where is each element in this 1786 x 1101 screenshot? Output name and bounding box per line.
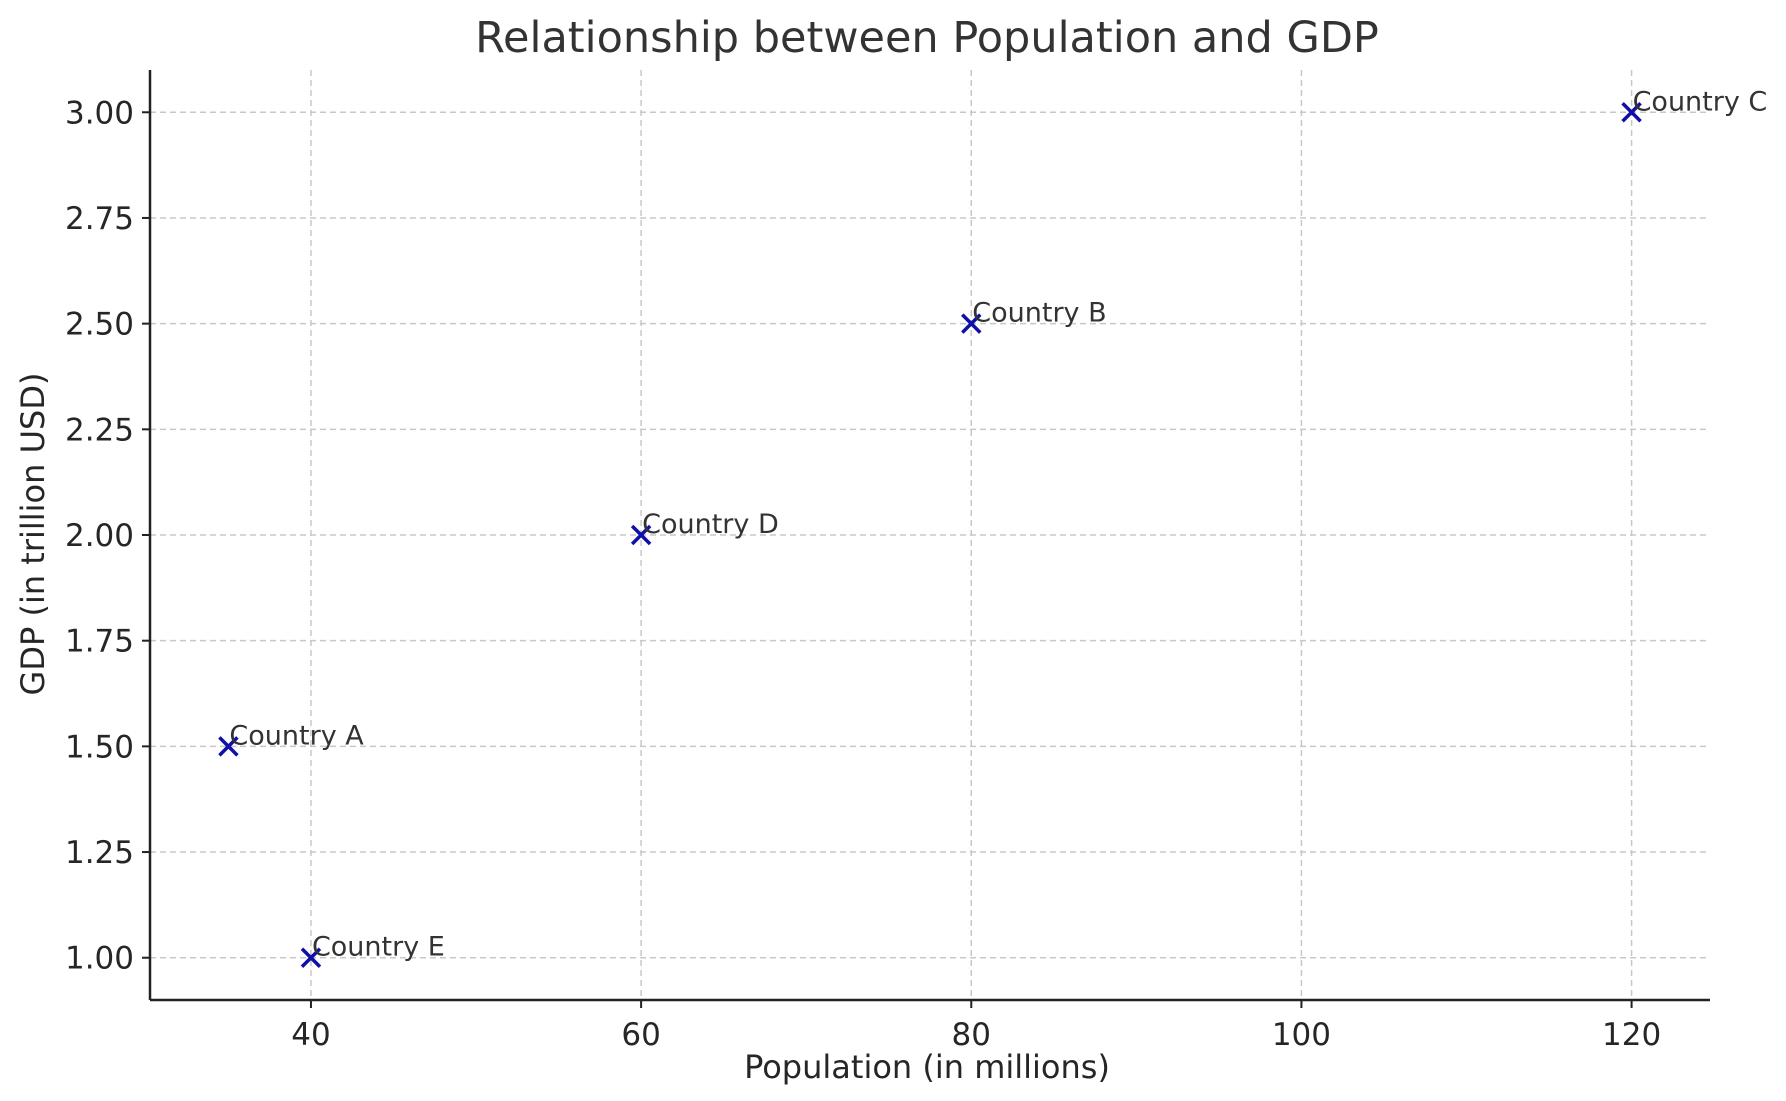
y-tick-label: 2.75 [65,201,134,237]
chart-title: Relationship between Population and GDP [475,13,1379,63]
y-tick-label: 2.00 [65,518,134,554]
x-tick-label: 120 [1602,1017,1661,1053]
point-label: Country A [229,720,364,751]
x-axis-label: Population (in millions) [744,1048,1110,1086]
tick-layer: 40 60 80 100 120 1.00 1.25 1.50 1.75 2.00 2.25 2.50… [65,95,1661,1053]
point-label: Country B [972,298,1106,329]
data-point: Country B [961,298,1107,334]
x-marker-stroke [1621,102,1642,123]
x-marker-stroke [300,947,322,968]
x-marker-stroke [218,736,239,757]
y-tick-label: 1.50 [65,729,134,765]
point-label: Country C [1633,86,1768,117]
x-tick-label: 60 [621,1017,660,1053]
y-tick-label: 1.00 [65,941,134,977]
y-tick-label: 2.50 [65,307,134,343]
grid-layer [150,70,1710,1000]
y-tick-label: 2.25 [65,412,134,448]
x-tick-label: 100 [1272,1017,1331,1053]
data-point: Country E [300,932,445,968]
x-marker-stroke [961,313,982,334]
y-tick-label: 1.75 [65,624,134,660]
x-marker-stroke [630,524,652,546]
data-point: Country C [1621,86,1768,123]
y-axis-label: GDP (in trillion USD) [14,373,52,696]
data-point: Country A [218,720,364,757]
x-tick-label: 40 [291,1017,330,1053]
point-label: Country D [642,509,779,540]
point-label: Country E [312,932,445,963]
point-layer: Country A Country B Country C Country D Coun… [218,86,1768,968]
y-tick-label: 1.25 [65,835,134,871]
x-tick-label: 80 [952,1017,991,1053]
y-tick-label: 3.00 [65,95,134,131]
data-point: Country D [630,509,779,546]
